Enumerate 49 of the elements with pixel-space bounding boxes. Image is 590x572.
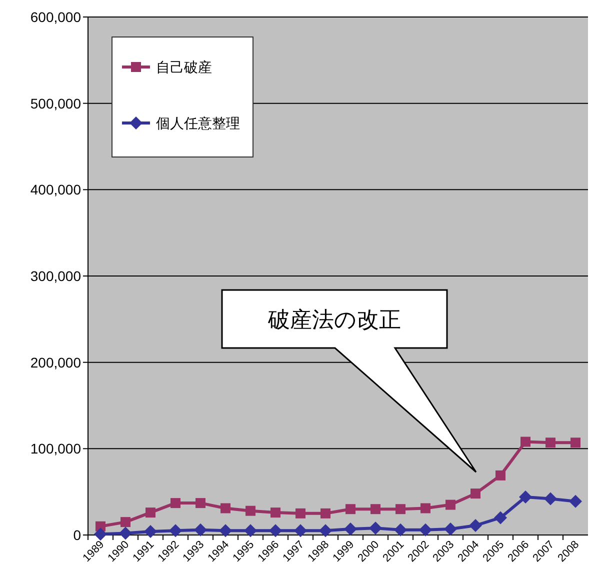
point	[220, 503, 230, 514]
point	[94, 528, 107, 541]
point	[519, 490, 532, 504]
point	[169, 524, 182, 538]
y-tick-label: 400,000	[30, 182, 82, 198]
point	[520, 436, 530, 447]
point	[196, 498, 206, 508]
point	[469, 519, 482, 532]
y-tick-label: 200,000	[30, 354, 82, 370]
legend-label: 自己破産	[156, 59, 212, 75]
point	[270, 508, 280, 518]
point	[120, 517, 130, 528]
y-tick-label: 100,000	[30, 440, 82, 457]
y-tick-label: 300,000	[30, 268, 82, 284]
point	[394, 523, 407, 536]
point	[569, 494, 582, 508]
point	[319, 524, 332, 538]
legend-label: 個人任意整理	[156, 115, 240, 131]
y-tick-label: 500,000	[30, 95, 82, 112]
point	[396, 504, 406, 514]
point	[444, 522, 457, 536]
point	[244, 524, 257, 538]
point	[346, 504, 356, 514]
point	[269, 524, 282, 538]
point	[369, 522, 382, 535]
point	[419, 523, 432, 536]
point	[170, 498, 180, 508]
point	[320, 508, 330, 518]
point	[294, 524, 307, 538]
point	[570, 438, 580, 448]
point	[194, 523, 207, 536]
point	[544, 492, 557, 506]
point	[246, 506, 256, 516]
annotation: 破産法の改正	[267, 307, 401, 332]
point	[219, 524, 232, 538]
point	[546, 438, 556, 448]
point	[296, 508, 306, 518]
point	[494, 511, 507, 524]
point	[420, 503, 430, 514]
y-tick-label: 0	[73, 527, 82, 543]
point	[144, 525, 157, 538]
point	[370, 504, 380, 514]
y-tick-label: 600,000	[30, 9, 82, 25]
point	[119, 526, 132, 540]
point	[470, 488, 480, 499]
point	[496, 470, 506, 480]
point	[344, 522, 357, 536]
point	[146, 508, 156, 518]
point	[446, 500, 456, 510]
